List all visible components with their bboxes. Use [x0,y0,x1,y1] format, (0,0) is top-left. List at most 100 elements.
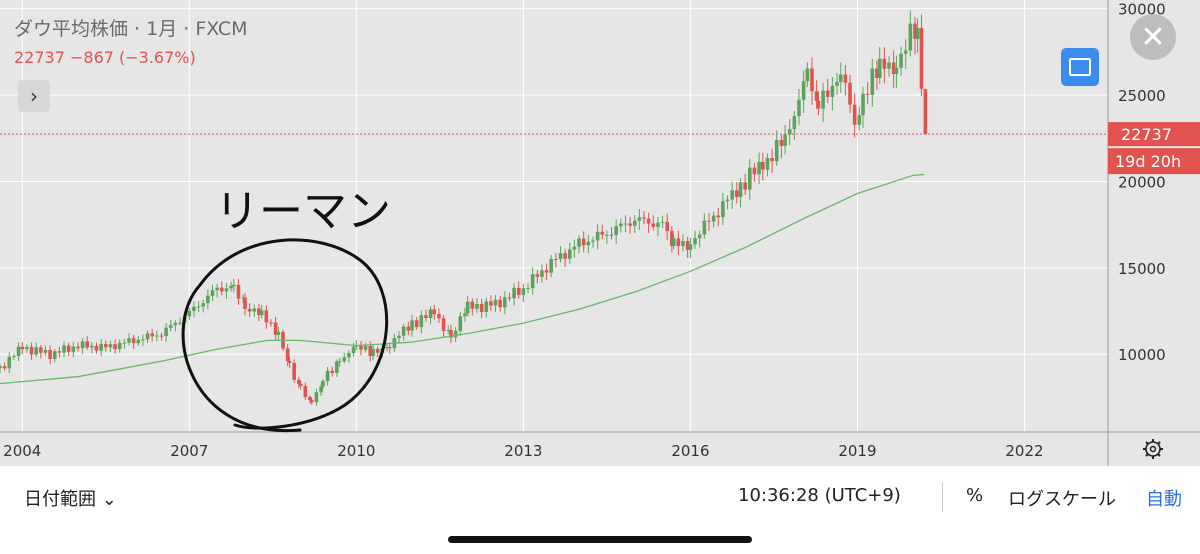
candle-body [581,238,586,246]
candle-body [632,220,637,226]
candle-body [760,161,765,170]
candle-body [335,361,339,373]
candle-body [577,238,581,247]
candle-body [410,320,414,331]
candle-body [665,221,670,232]
price-quote: 22737 −867 (−3.67%) [14,48,196,67]
candle-body [159,335,164,337]
candle-body [287,361,292,363]
gear-icon[interactable] [1143,439,1163,459]
percent-scale-button[interactable]: % [966,485,984,506]
candle-body [397,335,401,339]
screenshot-button[interactable] [1061,48,1099,86]
candle-body [865,93,870,95]
candle-body [232,284,236,287]
candle-body [792,116,797,130]
candle-body [801,81,806,100]
candle-body [103,343,108,348]
candle-body [805,68,810,82]
candle-body [446,329,451,331]
x-tick-label: 2004 [3,442,41,460]
candle-body [330,370,335,373]
chart-title: ダウ平均株価 · 1月 · FXCM [14,18,248,40]
candle-body [219,287,224,292]
candle-body [276,331,281,335]
candle-body [681,241,685,247]
candle-body [321,381,325,387]
chevron-right-icon: › [30,84,38,108]
candle-body [835,81,839,86]
candle-body [600,231,605,235]
candle-body [385,347,389,349]
candle-body [406,326,411,331]
candle-body [458,316,463,331]
candle-body [919,27,924,89]
candle-body [117,342,122,350]
candle-body [16,346,21,356]
candle-body [264,310,269,323]
candle-body [432,309,437,315]
candle-body [821,90,825,109]
candle-body [651,223,656,227]
candle-body [34,347,38,355]
candle-body [685,241,690,250]
candle-body [535,274,540,277]
candle-body [470,301,475,309]
candle-body [201,303,206,307]
candle-body [503,297,507,308]
candle-body [567,249,572,259]
candle-body [852,104,857,125]
candle-body [558,253,563,260]
expand-button[interactable]: › [18,80,50,112]
candle-body [62,345,66,353]
log-scale-button[interactable]: ログスケール [1008,489,1116,510]
candle-body [347,353,351,358]
candle-body [526,288,530,290]
bottom-toolbar: 日付範囲 ⌄ 10:36:28 (UTC+9) % ログスケール 自動 [0,466,1200,528]
candle-body [325,370,330,382]
candle-body [609,234,614,236]
date-range-button[interactable]: 日付範囲 ⌄ [24,489,117,510]
candle-body [257,308,261,316]
candle-body [145,333,150,340]
candle-body [752,167,757,175]
candle-body [319,386,323,393]
candle-body [463,313,467,317]
candle-body [479,304,484,312]
close-button[interactable]: ✕ [1130,14,1176,60]
candle-body [697,234,702,239]
candle-body [308,396,312,401]
candle-body [843,74,848,83]
candle-body [71,346,76,352]
candle-body [595,231,600,241]
candle-body [646,218,651,224]
toolbar-divider [942,482,943,512]
candle-body [783,134,787,146]
candle-body [314,392,319,403]
candle-body [637,217,642,221]
candle-body [670,231,674,247]
candle-body [224,288,229,292]
candle-body [735,190,739,197]
candle-body [414,320,419,328]
candle-body [309,400,314,403]
candle-body [94,345,99,351]
candle-body [285,348,290,362]
candle-body [247,308,252,312]
auto-scale-button[interactable]: 自動 [1146,489,1182,510]
countdown-tag [1108,148,1200,175]
candle-body [351,346,356,354]
candle-body [563,253,567,259]
candle-body [923,88,928,135]
candle-body [131,338,136,344]
candle-body [787,129,792,135]
candle-body [359,344,363,350]
candle-body [419,315,424,328]
candle-body [252,308,257,312]
candle-body [215,287,219,291]
candle-body [43,349,48,353]
candle-body [141,339,145,341]
chart-area[interactable]: 10000 15000 20000 25000 30000 2004 2007 2010 20… [0,0,1200,466]
candle-body [730,190,734,200]
